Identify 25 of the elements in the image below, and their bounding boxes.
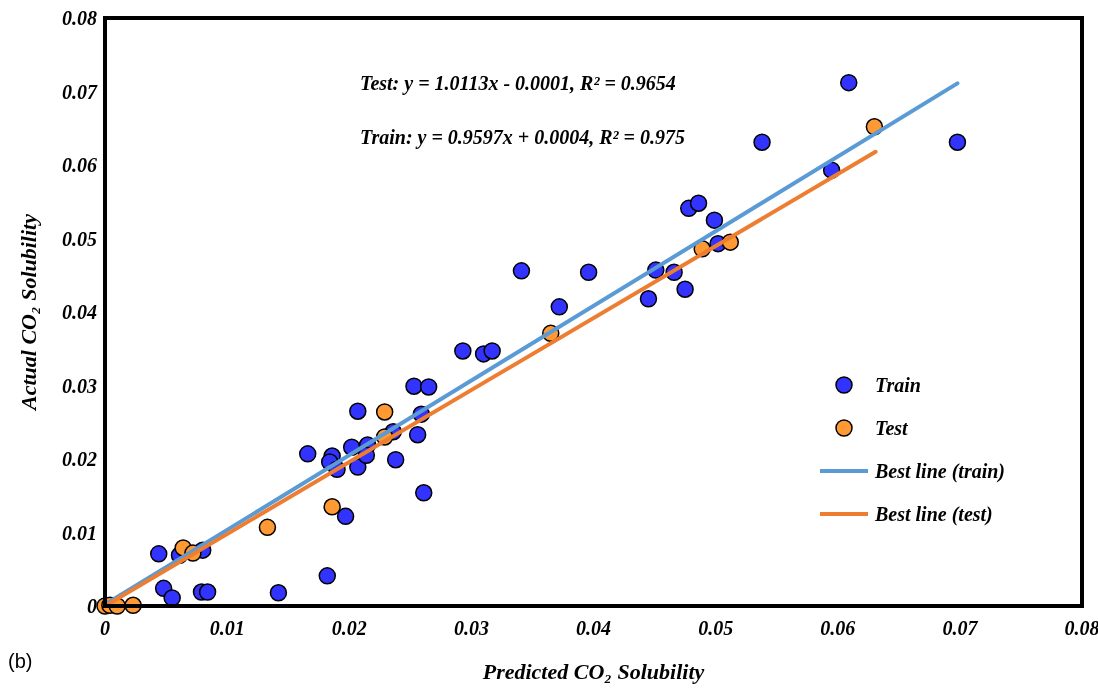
x-tick-label: 0.01: [209, 617, 245, 639]
legend-label: Best line (test): [874, 503, 993, 526]
y-tick-label: 0: [87, 595, 97, 617]
y-tick-label: 0.08: [62, 7, 97, 29]
y-tick-label: 0.02: [62, 448, 97, 470]
x-tick-label: 0.07: [942, 617, 979, 639]
y-tick-label: 0.03: [62, 374, 97, 397]
annotation: Test: y = 1.0113x - 0.0001, R² = 0.9654: [360, 72, 676, 95]
y-tick-label: 0.01: [62, 521, 97, 544]
x-tick-label: 0.05: [698, 617, 734, 639]
legend-label: Test: [875, 417, 910, 439]
x-tick-label: 0.02: [331, 617, 367, 639]
y-axis-title: Actual CO₂ Solubility: [16, 213, 41, 412]
x-tick-label: 0.04: [576, 617, 611, 639]
x-tick-label: 0.06: [820, 617, 856, 639]
y-tick-label: 0.07: [62, 80, 98, 103]
y-tick-label: 0.05: [62, 227, 97, 250]
y-tick-label: 0.06: [62, 154, 97, 176]
text: (b): [8, 650, 33, 672]
y-tick-label: 0.04: [62, 301, 97, 323]
x-axis-title: Predicted CO₂ Solubility: [481, 659, 705, 684]
annotation: Train: y = 0.9597x + 0.0004, R² = 0.975: [360, 126, 685, 149]
legend-label: Train: [875, 374, 921, 396]
x-tick-label: 0.03: [453, 617, 489, 639]
legend-label: Best line (train): [874, 460, 1006, 483]
